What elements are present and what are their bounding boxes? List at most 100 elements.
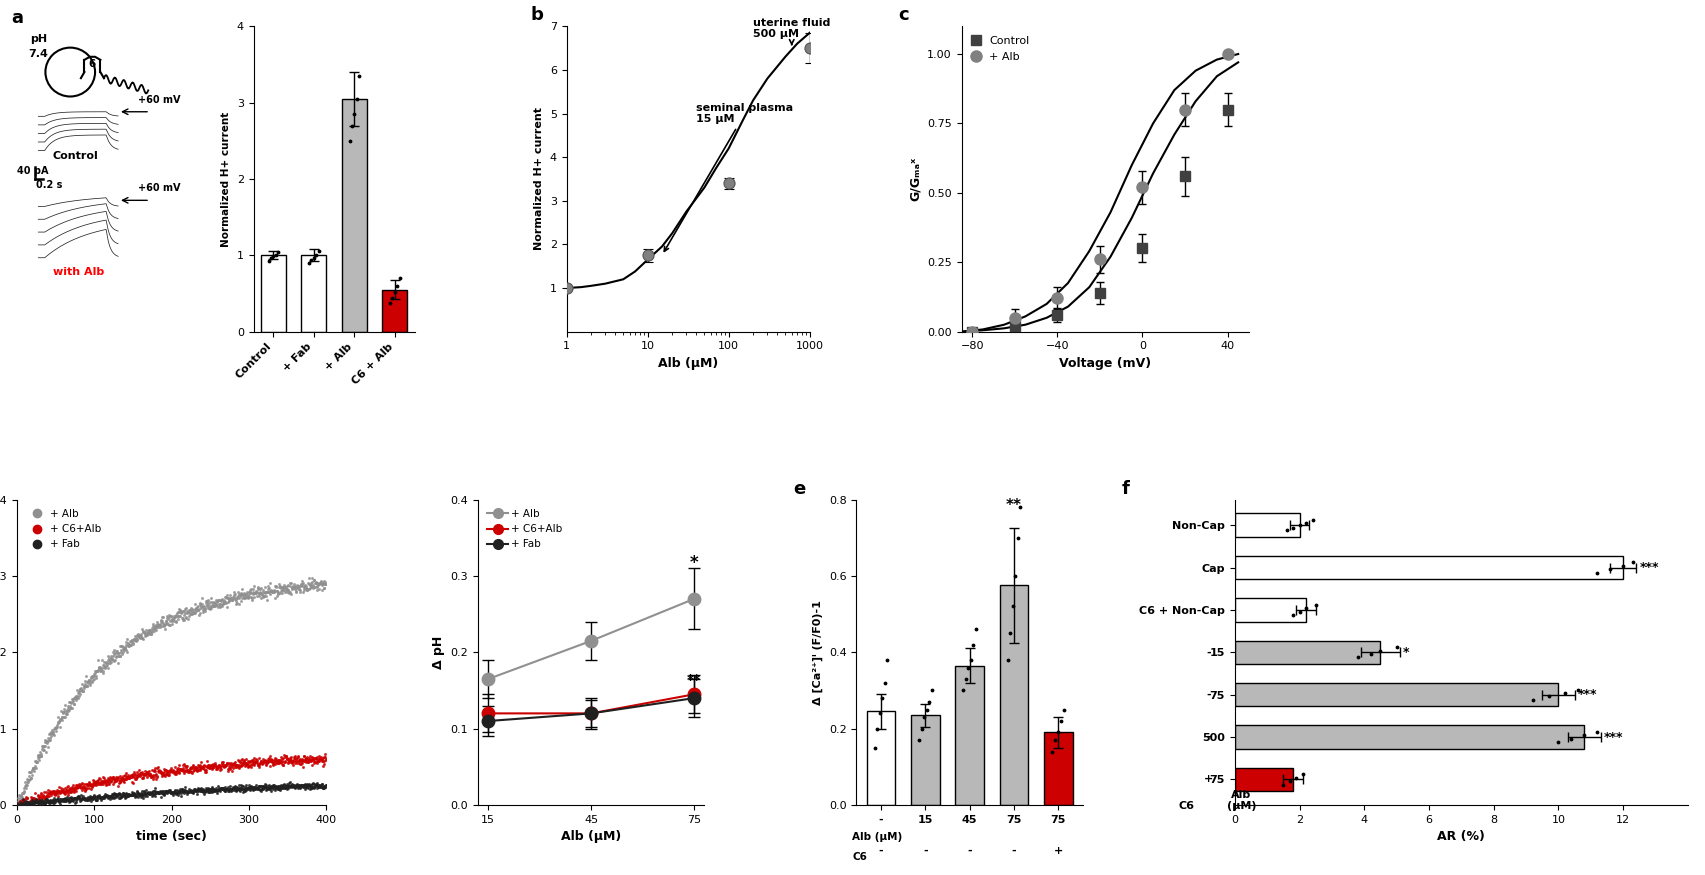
Point	[140, 772, 167, 786]
Point	[223, 781, 251, 795]
Point	[101, 788, 128, 802]
Point	[58, 790, 85, 804]
Point	[293, 582, 321, 596]
Point	[293, 777, 321, 791]
Point	[32, 795, 60, 809]
Point	[70, 777, 97, 791]
Point	[29, 788, 56, 802]
Point	[20, 792, 48, 806]
Point	[261, 578, 288, 592]
Point	[55, 779, 82, 793]
Point	[302, 755, 329, 769]
Point	[29, 796, 56, 810]
Bar	[1234, 640, 1381, 664]
Point	[164, 785, 191, 799]
Point	[268, 581, 295, 595]
Point	[68, 791, 95, 805]
Point	[312, 577, 339, 591]
Point	[305, 754, 332, 768]
Point	[145, 785, 172, 799]
Point	[153, 612, 181, 626]
Point	[283, 754, 310, 768]
Point	[191, 762, 218, 776]
Point	[80, 774, 107, 788]
Point	[264, 584, 292, 598]
Point	[268, 750, 295, 764]
Point	[78, 671, 106, 685]
Point	[145, 764, 172, 778]
Point	[254, 756, 281, 770]
Point	[235, 753, 263, 767]
Point	[38, 727, 65, 741]
Point	[230, 591, 257, 605]
Point	[222, 592, 249, 605]
Point	[223, 780, 251, 794]
Point	[188, 784, 215, 798]
Point	[309, 754, 336, 768]
Point	[126, 769, 153, 783]
Point	[51, 786, 78, 800]
Point	[165, 763, 193, 777]
Point	[138, 787, 165, 801]
Point	[46, 712, 73, 726]
Point	[283, 579, 310, 593]
Point	[80, 668, 107, 682]
Point	[80, 776, 107, 790]
Point	[118, 788, 145, 802]
Point	[90, 655, 118, 669]
Point	[66, 794, 94, 808]
Bar	[302, 255, 326, 332]
Point	[53, 792, 80, 806]
Point	[225, 783, 252, 797]
Point	[160, 609, 188, 623]
Point	[55, 781, 82, 795]
Point	[113, 787, 140, 801]
Point	[223, 593, 251, 607]
Point	[275, 782, 302, 796]
Point	[102, 644, 130, 658]
Point	[48, 710, 75, 724]
Point	[215, 764, 242, 778]
Point	[31, 795, 58, 809]
Point	[97, 792, 124, 806]
Point	[41, 722, 68, 736]
Point	[157, 608, 184, 622]
Point	[251, 589, 278, 603]
Point	[172, 759, 199, 773]
Point	[201, 758, 228, 772]
Point	[101, 786, 128, 800]
Point	[174, 765, 201, 779]
Point	[145, 786, 172, 800]
Point	[252, 754, 280, 768]
Point	[29, 743, 56, 757]
Point	[140, 620, 167, 634]
Point	[275, 585, 302, 599]
Point	[95, 789, 123, 803]
Point	[167, 762, 194, 776]
Point	[12, 778, 39, 792]
Point	[220, 758, 247, 772]
Point	[15, 765, 43, 779]
Point	[230, 757, 257, 771]
Point	[49, 793, 77, 807]
Point	[152, 784, 179, 798]
Point	[104, 646, 131, 660]
Point	[9, 794, 36, 808]
Point	[26, 797, 53, 811]
Point	[217, 592, 244, 605]
Point	[305, 750, 332, 764]
Point	[300, 578, 327, 592]
Point	[257, 780, 285, 794]
Point	[99, 788, 126, 802]
Point	[164, 612, 191, 626]
Point	[191, 759, 218, 773]
Point	[90, 788, 118, 802]
Point	[276, 579, 303, 593]
Point	[24, 748, 51, 762]
Point	[298, 580, 326, 594]
Point	[65, 691, 92, 705]
Point	[285, 580, 312, 594]
Point	[186, 783, 213, 797]
Point	[191, 784, 218, 798]
Point	[210, 759, 237, 773]
